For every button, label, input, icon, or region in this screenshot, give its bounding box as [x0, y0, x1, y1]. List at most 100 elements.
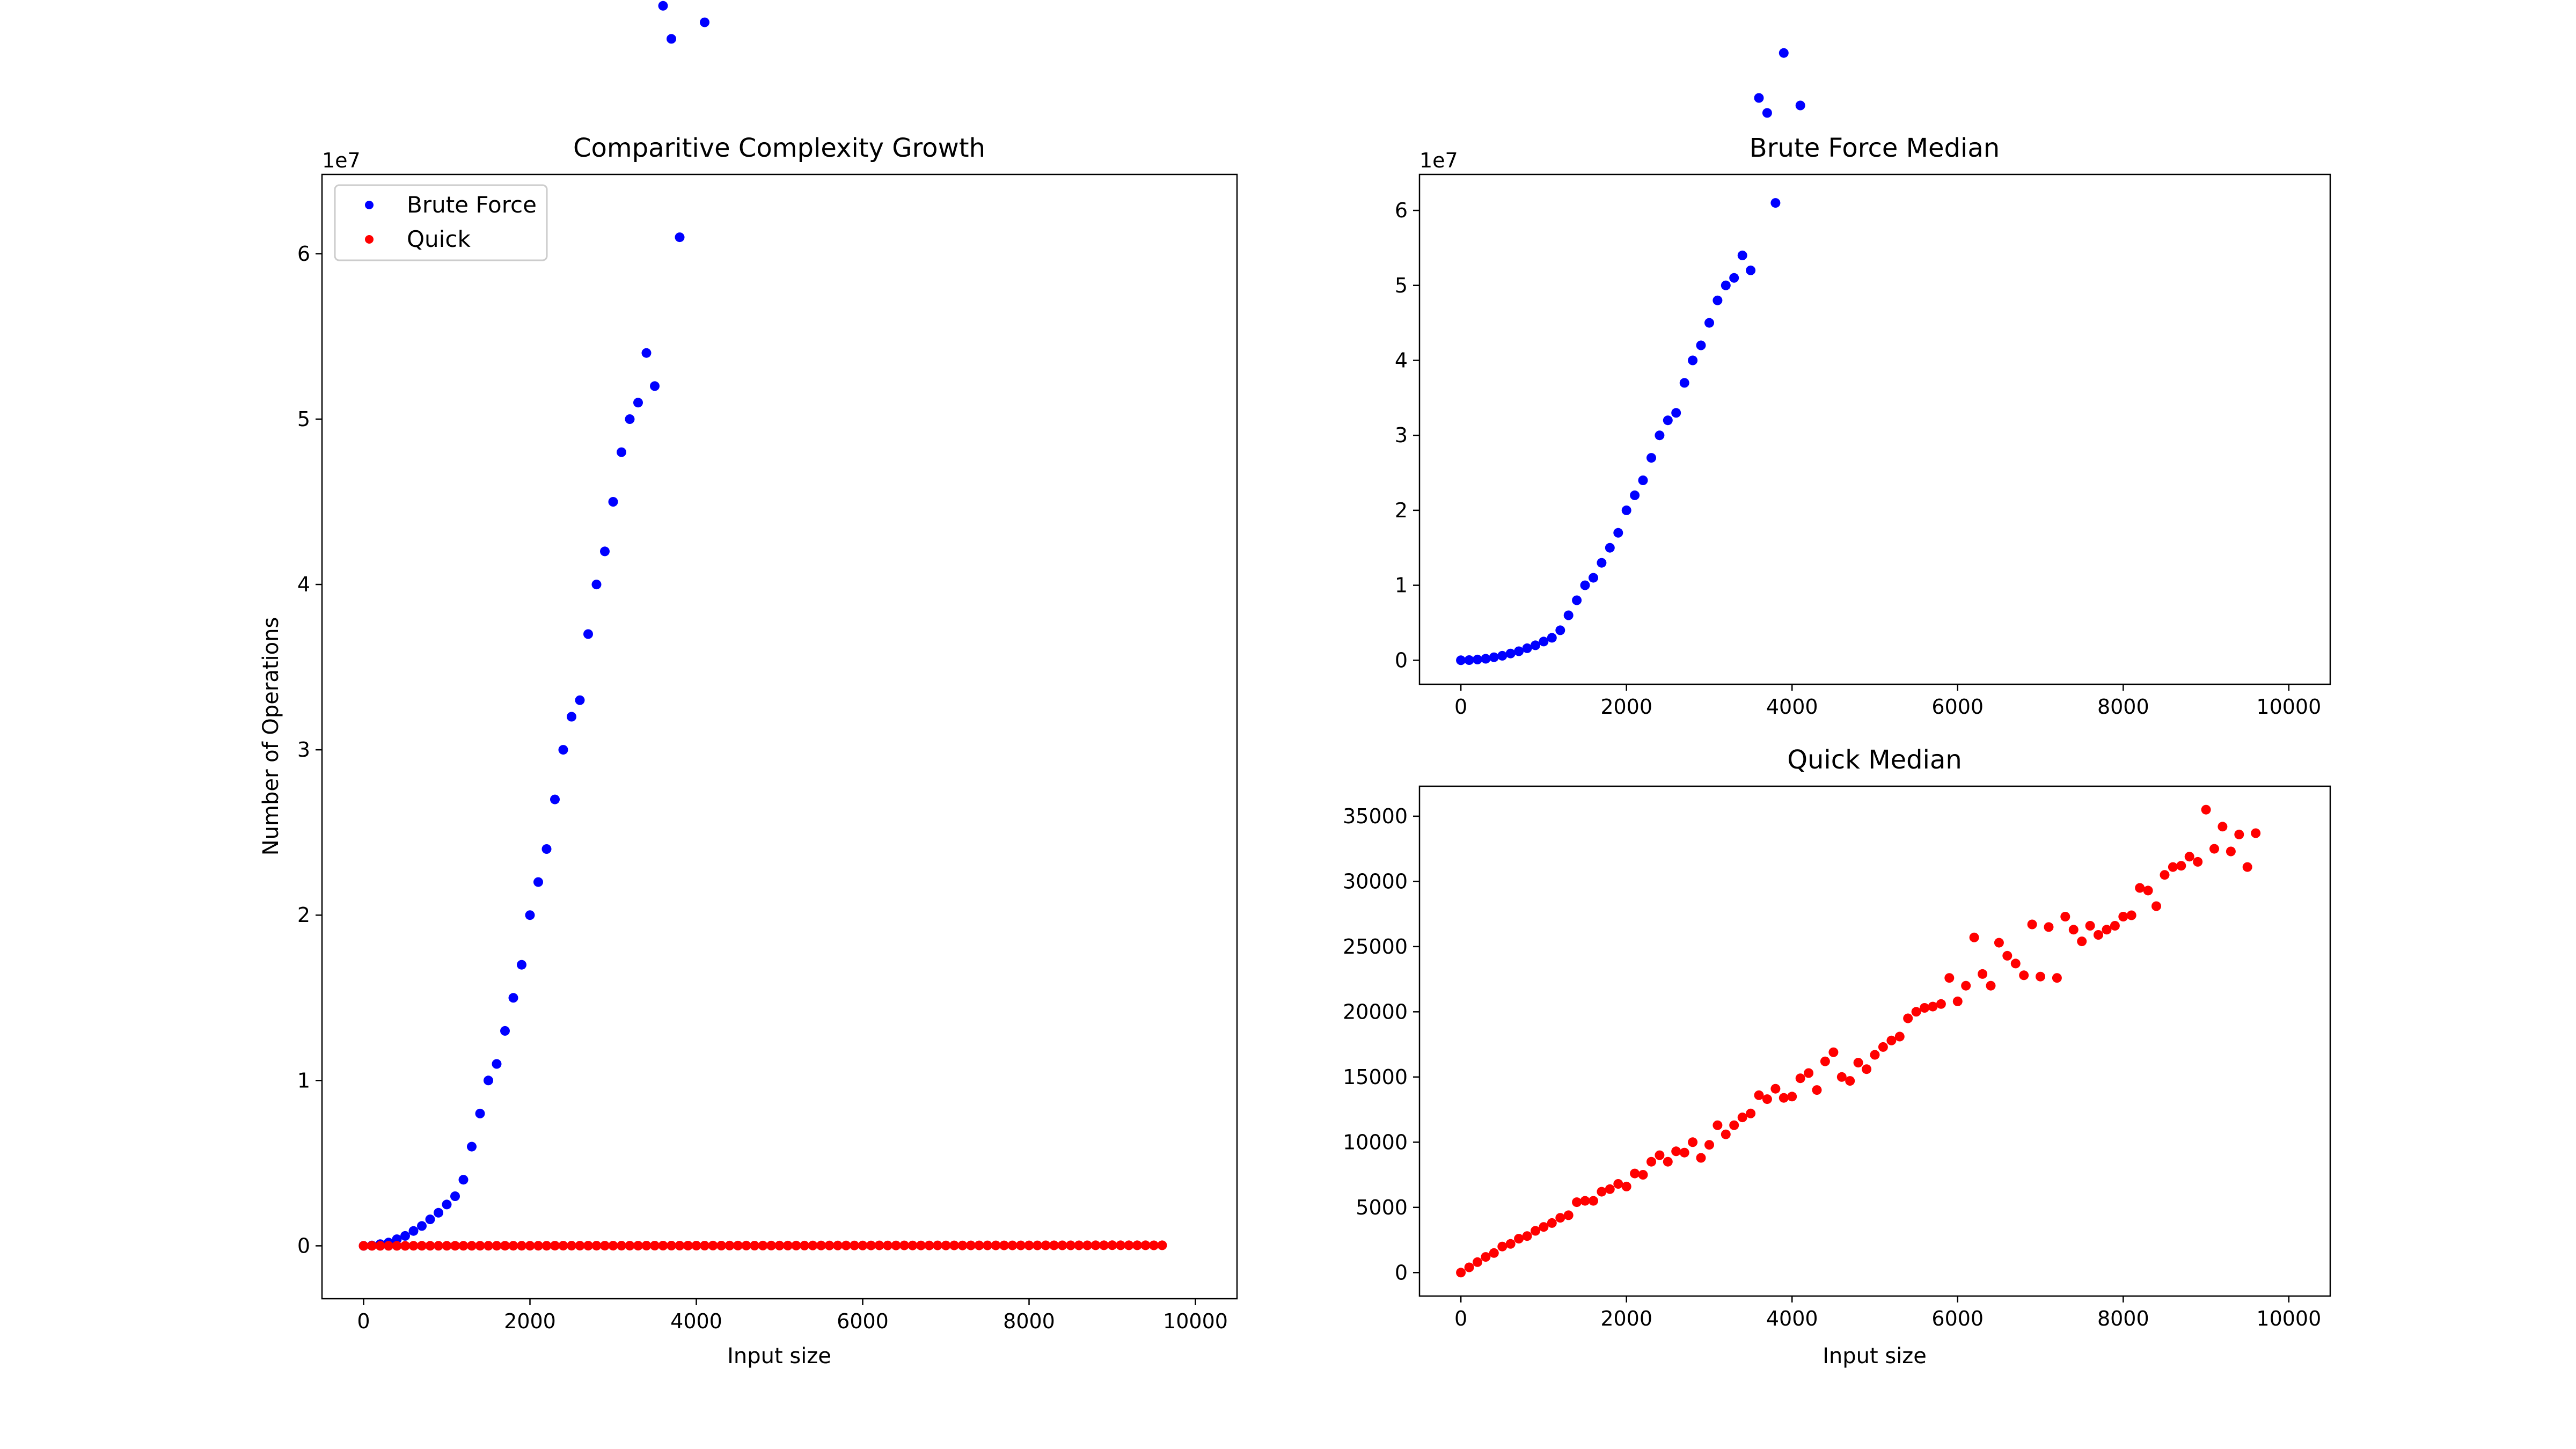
comparative-brute-point	[641, 348, 652, 358]
brute-brute-point	[1531, 640, 1540, 650]
legend: Brute Force Quick	[334, 184, 548, 261]
brute-points	[1456, 48, 1805, 665]
quick-x-axis: 0 2000 4000 6000 8000 10000	[1454, 1296, 2321, 1330]
comparative-quick_scaled-point	[1099, 1240, 1109, 1250]
comparative-brute-point	[458, 1175, 469, 1185]
quick-quick-point	[1994, 938, 2004, 948]
quick-quick-point	[1456, 1268, 1466, 1278]
comparative-brute-point	[658, 1, 668, 11]
comparative-quick_scaled-point	[700, 1241, 709, 1250]
quick-quick-point	[1671, 1146, 1681, 1157]
comparative-quick_scaled-point	[658, 1241, 668, 1250]
comparative-y-tick-label: 3	[297, 738, 310, 762]
brute-brute-point	[1489, 652, 1499, 662]
quick-quick-point	[2193, 857, 2203, 867]
comparative-quick_scaled-point	[591, 1241, 602, 1251]
comparative-x-tick-label: 0	[357, 1309, 370, 1333]
quick-quick-point	[1878, 1042, 1888, 1052]
comparative-quick_scaled-point	[683, 1241, 693, 1250]
brute-y-tick-label: 4	[1395, 348, 1408, 372]
quick-quick-point	[1779, 1093, 1789, 1103]
comparative-title: Comparitive Complexity Growth	[573, 133, 985, 163]
comparative-quick_scaled-point	[866, 1240, 876, 1250]
legend-marker-quick	[365, 235, 374, 244]
quick-quick-point	[2201, 804, 2211, 815]
quick-chart: Quick Median 0 2000 4000 6000 8000 10000 0 500…	[1343, 745, 2331, 1368]
comparative-quick_scaled-point	[458, 1241, 469, 1251]
brute-x-axis: 0 2000 4000 6000 8000 10000	[1454, 684, 2321, 719]
comparative-quick_scaled-point	[808, 1240, 818, 1250]
comparative-brute-point	[675, 232, 685, 243]
quick-quick-point	[1613, 1179, 1623, 1189]
quick-quick-point	[1886, 1035, 1897, 1045]
brute-brute-point	[1580, 580, 1590, 590]
comparative-brute-point	[434, 1208, 443, 1218]
brute-brute-point	[1663, 415, 1673, 426]
brute-brute-point	[1522, 643, 1532, 653]
comparative-quick_scaled-point	[983, 1240, 992, 1250]
comparative-quick_scaled-point	[774, 1240, 785, 1250]
comparative-brute-point	[650, 381, 660, 391]
quick-quick-point	[1531, 1226, 1540, 1236]
brute-y-tick-label: 1	[1395, 574, 1408, 597]
quick-quick-point	[2242, 862, 2252, 872]
comparative-quick_scaled-point	[467, 1241, 477, 1251]
brute-brute-point	[1713, 295, 1723, 305]
comparative-quick_scaled-point	[417, 1241, 427, 1251]
brute-y-axis: 0 1 2 3 4 5 6	[1395, 199, 1419, 672]
quick-quick-point	[1589, 1196, 1598, 1206]
comparative-quick_scaled-point	[375, 1241, 385, 1251]
quick-quick-point	[2184, 852, 2194, 862]
comparative-brute-point	[508, 993, 518, 1003]
comparative-chart: Comparitive Complexity Growth 1e7 0 2000 4…	[259, 1, 1238, 1368]
comparative-x-tick-label: 4000	[670, 1309, 722, 1333]
comparative-quick_scaled-point	[816, 1240, 826, 1250]
comparative-quick_scaled-point	[824, 1240, 835, 1250]
comparative-offset-text: 1e7	[322, 149, 361, 172]
quick-quick-point	[1911, 1007, 1921, 1017]
comparative-quick_scaled-point	[567, 1241, 576, 1251]
quick-x-tick-label: 4000	[1766, 1307, 1818, 1330]
quick-quick-point	[1820, 1056, 1830, 1066]
comparative-brute-point	[425, 1214, 435, 1225]
brute-brute-point	[1746, 265, 1756, 275]
brute-brute-point	[1679, 378, 1689, 388]
comparative-quick_scaled-point	[1149, 1240, 1159, 1250]
comparative-brute-point	[583, 629, 593, 639]
brute-brute-point	[1779, 48, 1789, 58]
quick-quick-point	[1845, 1076, 1855, 1086]
quick-quick-point	[1497, 1241, 1507, 1252]
comparative-quick_scaled-point	[858, 1240, 868, 1250]
brute-x-tick-label: 2000	[1600, 695, 1652, 719]
comparative-x-tick-label: 6000	[837, 1309, 889, 1333]
brute-brute-point	[1795, 100, 1805, 111]
comparative-quick_scaled-point	[991, 1240, 1001, 1250]
brute-brute-point	[1638, 475, 1648, 485]
quick-quick-point	[2077, 936, 2087, 947]
comparative-quick_scaled-point	[758, 1240, 768, 1250]
quick-quick-point	[2135, 883, 2145, 893]
comparative-brute-point	[541, 844, 552, 854]
comparative-quick_scaled-point	[1041, 1240, 1051, 1250]
quick-x-tick-label: 6000	[1931, 1307, 1984, 1330]
brute-brute-point	[1704, 318, 1714, 328]
comparative-quick_scaled-point	[691, 1241, 701, 1250]
quick-y-axis: 0 5000 10000 15000 20000 25000 30000 35000	[1343, 804, 1419, 1284]
quick-quick-point	[2118, 912, 2128, 921]
comparative-quick_scaled-point	[384, 1241, 393, 1251]
comparative-brute-point	[417, 1221, 427, 1231]
comparative-brute-point	[500, 1026, 510, 1036]
comparative-brute-point	[625, 414, 635, 424]
quick-quick-point	[2010, 958, 2021, 969]
brute-plot-frame	[1418, 173, 2331, 685]
quick-plot-frame	[1418, 785, 2331, 1297]
brute-brute-point	[1646, 453, 1656, 463]
brute-brute-point	[1630, 490, 1640, 500]
comparative-brute-point	[700, 17, 709, 27]
comparative-brute-point	[492, 1059, 502, 1069]
comparative-quick_scaled-point	[949, 1240, 959, 1250]
comparative-quick_scaled-point	[484, 1241, 493, 1251]
quick-quick-point	[1836, 1072, 1847, 1082]
quick-quick-point	[1563, 1210, 1574, 1220]
comparative-quick_scaled-point	[766, 1240, 776, 1250]
